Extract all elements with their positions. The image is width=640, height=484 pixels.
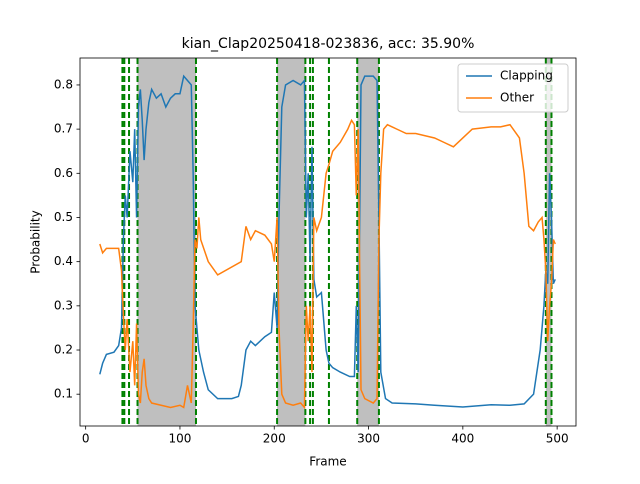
x-tick-label: 500	[546, 432, 569, 446]
x-tick-label: 100	[169, 432, 192, 446]
y-tick-label: 0.1	[54, 387, 73, 401]
x-tick-label: 400	[451, 432, 474, 446]
shaded-span	[137, 58, 196, 426]
y-tick-label: 0.6	[54, 166, 73, 180]
chart-title: kian_Clap20250418-023836, acc: 35.90%	[182, 36, 475, 52]
axes-frame	[79, 57, 577, 427]
legend-label: Other	[500, 91, 534, 105]
data-line	[99, 74, 556, 408]
y-tick-label: 0.5	[54, 210, 73, 224]
y-axis-label: Probability	[29, 210, 43, 273]
y-tick-label: 0.2	[54, 343, 73, 357]
y-tick-label: 0.3	[54, 298, 73, 312]
y-tick-label: 0.7	[54, 122, 73, 136]
y-tick-label: 0.4	[54, 254, 73, 268]
x-tick-label: 0	[82, 432, 90, 446]
legend-label: Clapping	[500, 69, 553, 83]
y-tick-label: 0.8	[54, 77, 73, 91]
data-line	[99, 118, 556, 410]
x-tick-label: 200	[263, 432, 286, 446]
x-tick-label: 300	[357, 432, 380, 446]
shaded-span	[357, 58, 379, 426]
plot-area	[99, 58, 556, 426]
x-axis-label: Frame	[309, 455, 346, 469]
